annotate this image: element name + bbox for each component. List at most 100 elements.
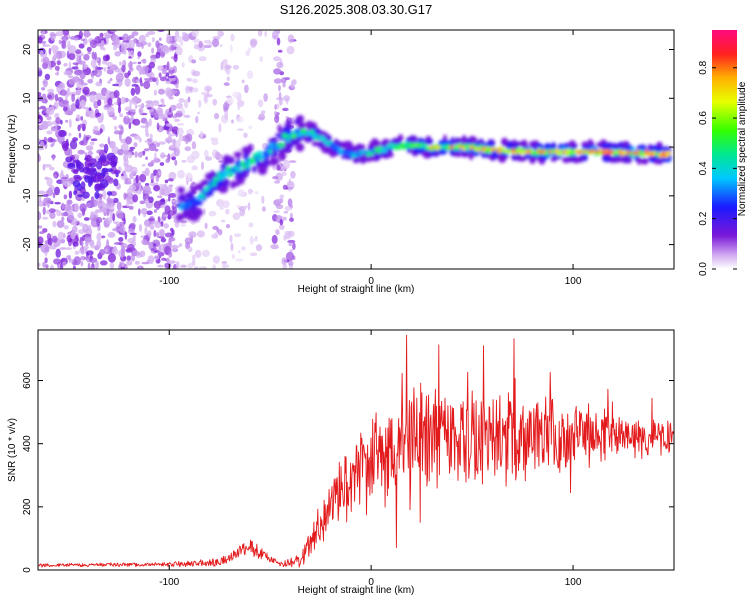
ridge-blob-core (256, 151, 262, 156)
noise-speck (254, 236, 258, 240)
noise-speck (52, 220, 57, 228)
noise-speck (90, 211, 95, 219)
noise-speck (49, 211, 56, 220)
noise-speck (131, 31, 139, 36)
noise-speck (42, 261, 46, 268)
noise-speck (155, 51, 161, 59)
noise-speck (170, 80, 178, 85)
noise-speck (230, 44, 233, 53)
noise-speck (107, 136, 111, 145)
noise-speck (45, 264, 49, 269)
noise-speck (160, 51, 165, 58)
noise-speck (64, 98, 69, 108)
noise-speck (160, 98, 164, 103)
colorbar-tick-label: 0.2 (698, 211, 709, 225)
ridge-blob-outer (235, 169, 243, 178)
ridge-hotspot (609, 150, 614, 154)
noise-speck (114, 51, 121, 57)
noise-speck (139, 223, 142, 232)
colorbar-tick-label: 0.8 (698, 60, 709, 74)
ridge-hotspot (496, 148, 502, 152)
noise-speck (99, 249, 106, 256)
noise-speck (224, 110, 229, 121)
noise-speck (38, 107, 43, 110)
ridge-blob-core (298, 132, 304, 136)
noise-speck (38, 196, 42, 203)
colorbar-label: Normalized spectral amplitude (737, 81, 748, 216)
noise-speck (57, 97, 64, 102)
x-tick-label: -100 (159, 276, 179, 287)
ridge-blob-outer (176, 213, 184, 222)
y-tick-label: 600 (22, 372, 33, 389)
ridge-blob-outer (223, 178, 230, 188)
noise-speck (198, 99, 202, 108)
noise-speck (249, 235, 254, 245)
noise-speck (97, 99, 102, 107)
y-tick-label: 20 (22, 44, 33, 56)
ridge-blob-outer (562, 156, 571, 164)
noise-speck (99, 128, 103, 134)
noise-speck (56, 60, 61, 66)
noise-speck (77, 60, 86, 65)
noise-speck (113, 161, 117, 166)
noise-speck (59, 247, 67, 250)
noise-speck (276, 37, 281, 46)
noise-speck (57, 231, 65, 241)
noise-speck (283, 234, 287, 241)
noise-speck (89, 141, 95, 146)
noise-speck (104, 104, 112, 108)
noise-speck (130, 108, 137, 112)
noise-speck (119, 225, 126, 234)
noise-speck (227, 97, 234, 105)
noise-speck (159, 37, 162, 41)
noise-speck (40, 244, 48, 248)
noise-speck (168, 131, 172, 139)
noise-speck (83, 217, 90, 221)
noise-speck (93, 173, 101, 183)
ridge-blob-outer (616, 157, 623, 163)
noise-speck (52, 192, 56, 199)
noise-speck (106, 69, 114, 75)
noise-speck (222, 59, 228, 65)
noise-speck (184, 237, 193, 245)
noise-speck (152, 101, 160, 107)
noise-speck (132, 194, 139, 203)
noise-speck (91, 51, 95, 60)
noise-speck (142, 58, 147, 64)
ridge-blob-outer (268, 138, 273, 143)
ridge-blob-outer (353, 156, 361, 164)
noise-speck (127, 61, 133, 69)
noise-speck (177, 169, 185, 179)
noise-speck (147, 42, 152, 47)
noise-speck (55, 31, 64, 37)
ridge-hotspot (595, 150, 599, 154)
noise-speck (98, 202, 104, 207)
noise-speck (119, 132, 122, 141)
noise-speck (139, 250, 146, 258)
noise-speck (156, 122, 160, 131)
noise-speck (97, 60, 101, 66)
noise-speck (279, 194, 285, 199)
noise-speck (126, 111, 133, 115)
noise-speck (150, 221, 154, 230)
ridge-blob-outer (277, 124, 282, 133)
noise-speck (200, 130, 203, 140)
noise-speck (153, 157, 160, 163)
noise-speck (111, 146, 120, 155)
noise-speck (95, 216, 103, 224)
noise-speck (180, 224, 187, 227)
noise-speck (68, 132, 72, 137)
ridge-blob-core (240, 161, 246, 166)
noise-speck (153, 230, 157, 237)
noise-speck (96, 149, 105, 154)
y-tick-label: 0 (22, 144, 33, 150)
noise-speck (61, 40, 66, 49)
noise-speck (127, 187, 133, 197)
noise-speck (89, 114, 97, 119)
noise-speck (52, 154, 55, 161)
noise-speck (49, 166, 55, 171)
ridge-blob-outer (210, 170, 216, 177)
noise-speck (44, 73, 51, 81)
noise-speck (175, 44, 181, 49)
noise-speck (158, 88, 165, 95)
